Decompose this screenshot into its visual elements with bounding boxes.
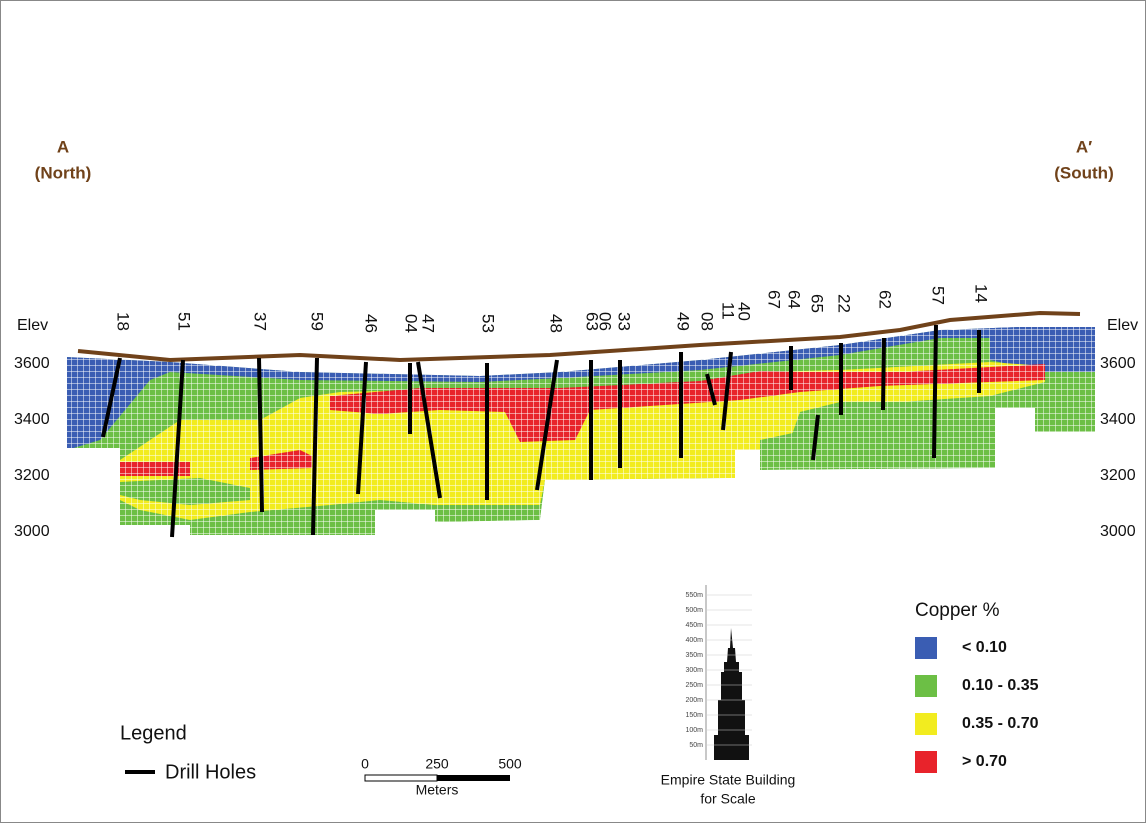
building-tick: 150m [685, 712, 703, 719]
hole-trace [721, 351, 733, 431]
building-tick: 50m [689, 742, 703, 749]
hole-trace [311, 357, 319, 536]
hole-label: 40 [735, 302, 754, 321]
hole-trace [356, 361, 368, 495]
building-tick: 500m [685, 607, 703, 614]
hole-label: 48 [547, 314, 566, 333]
hole-trace [101, 357, 122, 438]
elev-tick: 3200 [1100, 467, 1136, 484]
legend-title: Legend [120, 722, 187, 744]
hole-trace [257, 357, 264, 513]
end-letter: A [57, 137, 69, 156]
hole-trace [416, 361, 442, 499]
elev-tick: 3000 [14, 523, 50, 540]
hole-label: 08 [698, 312, 717, 331]
hole-label: 22 [835, 294, 854, 313]
scale-tick: 500 [498, 756, 522, 772]
hole-label: 65 [808, 294, 827, 313]
scale-unit: Meters [416, 782, 459, 798]
hole-label: 63 [583, 312, 602, 331]
hole-label: 37 [251, 312, 270, 331]
elevation-axis: Elev 3600 3400 3200 3000 Elev 3600 3400 3200 3000 [14, 317, 1138, 540]
hole-label: 53 [479, 314, 498, 333]
copper-legend: Copper % < 0.10 0.10 - 0.35 0.35 - 0.70 > 0… [915, 600, 1039, 773]
building-caption: Empire State Building [661, 772, 796, 788]
building-tick: 200m [685, 697, 703, 704]
scale-bar: 0 250 500 Meters [361, 756, 522, 798]
copper-swatch [915, 713, 937, 735]
legend-item: Drill Holes [165, 761, 256, 783]
end-direction: (South) [1054, 163, 1113, 182]
building-tick: 250m [685, 682, 703, 689]
building-silhouette [714, 628, 749, 760]
hole-trace [932, 324, 938, 459]
scale-segment [437, 775, 510, 781]
hole-trace [170, 359, 185, 538]
hole-label: 18 [114, 312, 133, 331]
building-tick: 300m [685, 667, 703, 674]
building-tick: 450m [685, 622, 703, 629]
hole-label: 59 [308, 312, 327, 331]
copper-label: < 0.10 [962, 639, 1007, 656]
hole-label: 04 [402, 314, 421, 333]
elev-tick: 3000 [1100, 523, 1136, 540]
hole-label: 57 [929, 286, 948, 305]
copper-swatch [915, 637, 937, 659]
topography [77, 310, 1081, 363]
copper-label: 0.35 - 0.70 [962, 715, 1039, 732]
scale-tick: 250 [425, 756, 449, 772]
hole-trace [535, 359, 559, 491]
copper-label: 0.10 - 0.35 [962, 677, 1039, 694]
elev-tick: 3600 [1100, 355, 1136, 372]
hole-label: 11 [719, 302, 738, 320]
scale-tick: 0 [361, 756, 369, 772]
end-letter: A′ [1076, 137, 1092, 156]
section-ends: A (North) A′ (South) [35, 137, 1114, 182]
elev-tick: 3200 [14, 467, 50, 484]
scale-segment [364, 774, 438, 782]
hole-label: 46 [362, 314, 381, 333]
copper-swatch [915, 751, 937, 773]
hole-label: 51 [175, 312, 194, 331]
hole-label: 64 [785, 290, 804, 309]
legend: Legend Drill Holes [120, 722, 256, 783]
elev-tick: 3600 [14, 355, 50, 372]
building-scale: Empire State Building for Scale 50m 100m 1… [661, 585, 796, 807]
elev-tick: 3400 [14, 411, 50, 428]
hole-label: 62 [876, 290, 895, 309]
hole-trace [811, 414, 820, 461]
hole-trace [881, 337, 886, 411]
end-direction: (North) [35, 163, 92, 182]
elev-tick: 3400 [1100, 411, 1136, 428]
hole-label: 67 [765, 290, 784, 309]
building-tick: 350m [685, 652, 703, 659]
hole-label: 06 [596, 312, 615, 331]
elev-label: Elev [17, 317, 48, 334]
hole-label: 47 [419, 314, 438, 333]
building-tick: 400m [685, 637, 703, 644]
elev-label: Elev [1107, 317, 1138, 334]
copper-title: Copper % [915, 600, 1000, 621]
hole-label: 14 [972, 284, 991, 303]
copper-label: > 0.70 [962, 753, 1007, 770]
hole-trace [705, 373, 717, 406]
hole-label: 33 [615, 312, 634, 331]
building-tick: 550m [685, 592, 703, 599]
building-caption: for Scale [700, 791, 755, 807]
copper-swatch [915, 675, 937, 697]
hole-label: 49 [674, 312, 693, 331]
building-tick: 100m [685, 727, 703, 734]
